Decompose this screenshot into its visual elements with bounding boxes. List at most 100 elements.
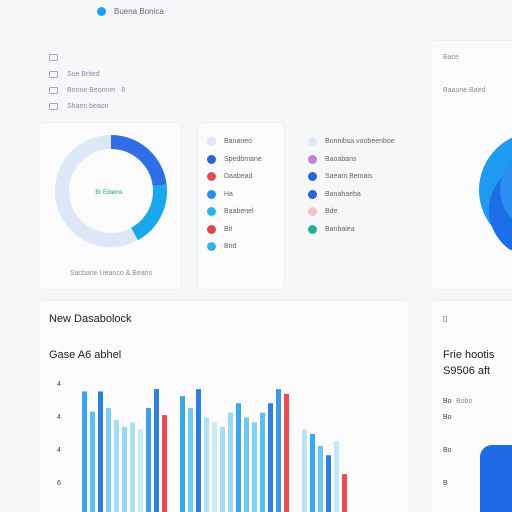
legend-swatch-icon — [207, 242, 216, 251]
menu-icon — [49, 54, 58, 61]
bar — [334, 441, 339, 512]
bar — [98, 391, 103, 512]
right-tick: Bo — [443, 398, 452, 405]
legend-label: Baabenel — [224, 208, 254, 215]
legend-swatch-icon — [308, 189, 317, 199]
bar — [268, 403, 273, 512]
legend-label: Banbaiea — [325, 225, 355, 233]
app-title: Buena Bonica — [114, 6, 164, 16]
menu-item-0[interactable] — [49, 54, 67, 61]
bar — [180, 396, 185, 512]
bar — [106, 408, 111, 512]
menu-item-2[interactable]: Bonne Beonnet 8 — [49, 87, 125, 94]
legend-a-item: Bananeo — [207, 137, 252, 146]
donut-center-label: Br Eibeins — [95, 190, 122, 196]
bar — [122, 426, 127, 512]
legend-a-item: Ha — [207, 189, 233, 199]
legend-b-item: Bde — [308, 207, 337, 216]
bar — [228, 412, 233, 512]
right-bottom-value: S9506 aft — [443, 365, 491, 377]
legend-swatch-icon — [207, 224, 216, 234]
bar — [196, 389, 201, 512]
y-tick: 4 — [57, 447, 61, 454]
menu-item-3[interactable]: Shaen beaon — [49, 103, 109, 110]
legend-swatch-icon — [308, 172, 317, 181]
legend-b-item: Banahaeba — [308, 189, 361, 199]
legend-label: Bnd — [224, 243, 237, 250]
legend-b-item: Bnnnibsa voobeenboe — [308, 137, 395, 146]
legend-swatch-icon — [207, 137, 216, 146]
image-icon — [49, 71, 58, 78]
legend-a-item: Daabead — [207, 172, 252, 181]
legend-a-item: Spedbmane — [207, 154, 262, 164]
legend-swatch-icon — [207, 154, 216, 164]
bar-chart — [82, 389, 347, 512]
donut-chart: Br Eibeins — [55, 135, 167, 247]
top-bar: Buena Bonica — [0, 0, 512, 22]
bar — [188, 408, 193, 512]
legend-label: Ha — [224, 190, 233, 198]
right-bottom-title: Frie hootis — [443, 349, 495, 361]
donut-caption: Sacbane Ueanco & Beans — [70, 270, 153, 277]
y-tick: 6 — [57, 480, 61, 487]
legend-label: Banahaeba — [325, 190, 361, 198]
menu-item-1[interactable]: Sue Brited — [49, 71, 100, 78]
status-dot-icon — [97, 6, 106, 16]
legend-swatch-icon — [207, 172, 216, 181]
legend-a-item: Bit — [207, 224, 233, 234]
legend-swatch-icon — [308, 154, 317, 164]
legend-swatch-icon — [207, 207, 216, 216]
right-bottom-line: Bobo — [456, 398, 473, 405]
legend-label: Bit — [224, 225, 233, 233]
bar — [220, 426, 225, 512]
y-tick: 4 — [57, 414, 61, 421]
right-tick: Bo — [443, 447, 452, 454]
legend-label: Saeam Bemais — [325, 173, 373, 180]
legend-label: Baoabans — [325, 155, 357, 163]
bar — [252, 422, 257, 512]
bar — [138, 429, 143, 512]
bar — [82, 391, 87, 512]
donut-segment-primary — [110, 135, 167, 187]
legend-swatch-icon — [308, 207, 317, 216]
donut-segment-secondary — [130, 184, 167, 241]
legend-a-item: Bnd — [207, 242, 236, 251]
bar — [130, 422, 135, 512]
dashboard-subtitle: Gase A6 abhel — [49, 349, 122, 361]
legend-b-item: Baoabans — [308, 154, 357, 164]
bar — [146, 408, 151, 512]
bar — [318, 445, 323, 512]
right-tiny-top: Bace — [443, 54, 459, 61]
legend-card-a — [197, 122, 285, 290]
legend-swatch-icon — [308, 137, 317, 146]
bar — [284, 393, 289, 512]
right-donut-partial — [479, 137, 512, 250]
right-tick: B — [443, 480, 448, 487]
bar — [90, 411, 95, 512]
bar — [236, 403, 241, 512]
dashboard-title: New Dasabolock — [49, 313, 132, 325]
legend-label: Spedbmane — [224, 155, 262, 163]
bar — [342, 474, 347, 512]
legend-swatch-icon — [308, 224, 317, 234]
bar — [302, 429, 307, 512]
image-icon — [49, 87, 58, 94]
legend-a-item: Baabenel — [207, 207, 254, 216]
right-tiny-mid: Baaune Baed — [443, 87, 486, 94]
bar — [162, 415, 167, 512]
legend-label: Daabead — [224, 173, 253, 180]
bar — [244, 417, 249, 512]
legend-swatch-icon — [207, 189, 216, 199]
grid-icon — [49, 103, 58, 110]
bar — [276, 389, 281, 512]
bar — [212, 422, 217, 512]
bar — [154, 389, 159, 512]
legend-label: Bnnnibsa voobeenboe — [325, 138, 395, 145]
legend-b-item: Saeam Bemais — [308, 172, 372, 181]
right-bottom-bar — [480, 445, 512, 512]
right-tick: Bo — [443, 414, 452, 421]
bar — [326, 455, 331, 512]
y-tick: 4 — [57, 381, 61, 388]
bar — [260, 412, 265, 512]
bar — [204, 417, 209, 512]
